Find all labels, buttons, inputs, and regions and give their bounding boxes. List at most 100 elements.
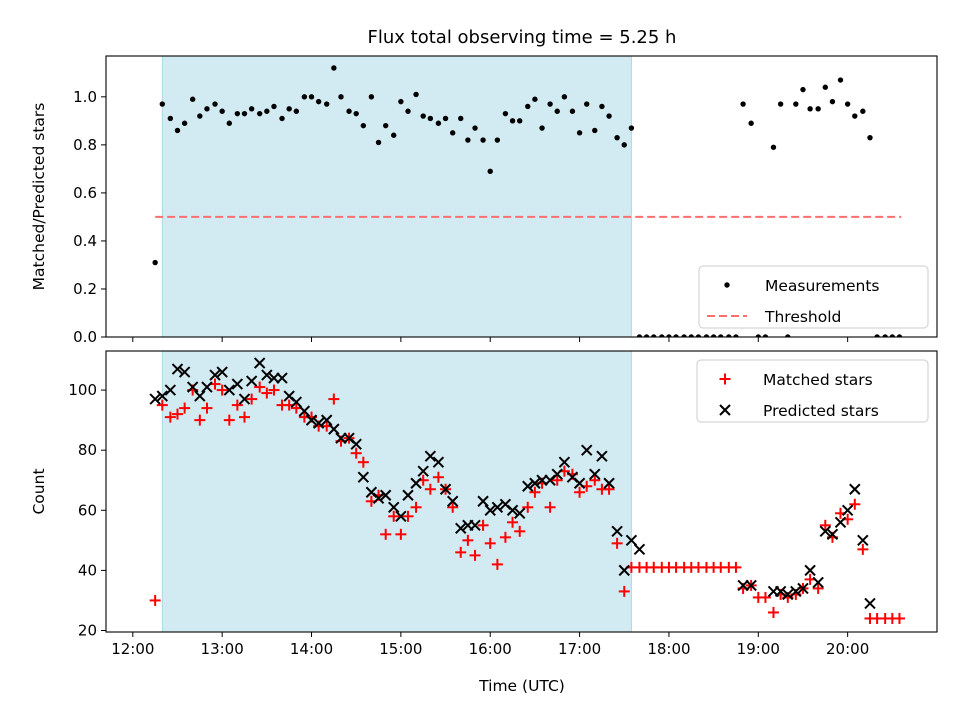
x-tick-label: 15:00 bbox=[379, 640, 422, 658]
legend-marker-plus bbox=[719, 373, 731, 385]
measurements-point bbox=[807, 106, 813, 112]
chart-title: Flux total observing time = 5.25 h bbox=[368, 27, 677, 48]
predicted-stars-point bbox=[804, 564, 816, 577]
matched-stars-point bbox=[239, 411, 250, 423]
measurements-point bbox=[785, 334, 791, 337]
measurements-point bbox=[405, 108, 411, 114]
matched-stars-point bbox=[544, 501, 556, 513]
measurements-point bbox=[829, 98, 836, 105]
matched-stars-point bbox=[730, 561, 742, 573]
matched-stars-point bbox=[380, 528, 392, 540]
predicted-stars-point bbox=[305, 414, 318, 426]
measurements-point bbox=[561, 94, 568, 100]
measurements-point bbox=[777, 101, 784, 107]
measurements-point bbox=[740, 101, 746, 107]
measurements-point bbox=[733, 334, 739, 337]
predicted-stars-point bbox=[633, 543, 646, 556]
measurements-point bbox=[666, 334, 672, 337]
predicted-stars-point bbox=[290, 396, 303, 408]
x-tick-label: 20:00 bbox=[826, 640, 869, 658]
measurements-point bbox=[241, 110, 248, 117]
predicted-stars-point bbox=[231, 378, 244, 390]
measurements-point bbox=[889, 334, 896, 337]
predicted-stars-point bbox=[245, 375, 258, 387]
predicted-stars-point bbox=[551, 468, 563, 480]
matched-stars-point bbox=[574, 486, 586, 498]
matched-stars-point bbox=[759, 591, 771, 603]
y-axis-label: Matched/Predicted stars bbox=[30, 103, 48, 291]
predicted-stars-point bbox=[491, 501, 504, 513]
matched-stars-point bbox=[328, 393, 340, 405]
predicted-stars-point bbox=[402, 489, 414, 501]
matched-stars-point bbox=[194, 414, 206, 426]
matched-stars-point bbox=[849, 498, 861, 510]
measurements-point bbox=[212, 101, 218, 107]
measurements-point bbox=[525, 103, 531, 110]
predicted-stars-point bbox=[522, 480, 534, 492]
predicted-stars-point bbox=[357, 471, 370, 483]
measurements-point bbox=[569, 108, 576, 114]
matched-stars-point bbox=[447, 501, 459, 513]
measurements-point bbox=[822, 84, 829, 90]
y-axis-label: Count bbox=[30, 468, 48, 514]
predicted-stars-point bbox=[864, 597, 876, 610]
measurements-point bbox=[256, 110, 263, 117]
measurements-point bbox=[896, 334, 903, 337]
axes-frame bbox=[105, 55, 938, 338]
measurements-point bbox=[427, 115, 434, 122]
matched-stars-point bbox=[499, 531, 511, 543]
measurements-point bbox=[264, 108, 270, 114]
predicted-stars-point bbox=[410, 477, 422, 489]
measurements-point bbox=[487, 168, 493, 174]
measurements-point bbox=[509, 118, 516, 124]
predicted-stars-point bbox=[529, 477, 541, 489]
measurements-point bbox=[219, 108, 225, 114]
y-tick-label: 20 bbox=[78, 621, 97, 639]
matched-stars-point bbox=[522, 501, 534, 513]
matched-stars-point bbox=[893, 612, 905, 624]
predicted-stars-point bbox=[455, 522, 467, 535]
y-tick-label: 0.6 bbox=[73, 184, 97, 202]
matched-stars-point bbox=[589, 474, 601, 486]
measurements-point bbox=[695, 334, 702, 337]
measurements-point bbox=[755, 334, 761, 337]
measurements-point bbox=[673, 334, 679, 337]
measurements-point bbox=[346, 108, 352, 114]
measurements-point bbox=[651, 334, 657, 337]
measurements-point bbox=[554, 108, 560, 114]
predicted-stars-point bbox=[514, 507, 526, 519]
y-tick-label: 40 bbox=[78, 561, 97, 579]
measurements-point bbox=[308, 94, 315, 100]
predicted-stars-point bbox=[395, 510, 407, 523]
measurements-point bbox=[681, 334, 687, 337]
predicted-stars-point bbox=[312, 417, 325, 429]
measurements-point bbox=[502, 110, 509, 117]
measurements-point bbox=[197, 113, 203, 119]
measurements-point bbox=[762, 334, 769, 337]
matched-stars-point bbox=[618, 585, 630, 597]
measurements-point bbox=[703, 334, 710, 337]
predicted-stars-point bbox=[477, 495, 489, 507]
predicted-stars-point bbox=[238, 393, 251, 405]
predicted-stars-point bbox=[439, 483, 452, 495]
measurements-point bbox=[547, 101, 553, 107]
predicted-stars-point bbox=[328, 423, 340, 435]
measurements-point bbox=[860, 108, 866, 114]
legend-marker-x bbox=[719, 404, 731, 416]
measurements-point bbox=[844, 101, 851, 107]
measurements-point bbox=[576, 130, 583, 136]
measurements-point bbox=[375, 139, 382, 146]
matched-stars-point bbox=[819, 519, 831, 531]
measurements-point bbox=[391, 132, 397, 138]
matched-stars-point bbox=[477, 519, 489, 531]
measurements-point bbox=[458, 115, 464, 122]
measurements-point bbox=[324, 101, 330, 107]
predicted-stars-point bbox=[164, 384, 177, 396]
measurements-point bbox=[688, 334, 694, 337]
measurements-point bbox=[852, 113, 858, 119]
matched-stars-point bbox=[514, 525, 526, 537]
measurements-point bbox=[181, 120, 188, 126]
measurements-point bbox=[338, 94, 344, 100]
predicted-stars-point bbox=[216, 366, 228, 378]
matched-stars-point bbox=[164, 411, 176, 423]
